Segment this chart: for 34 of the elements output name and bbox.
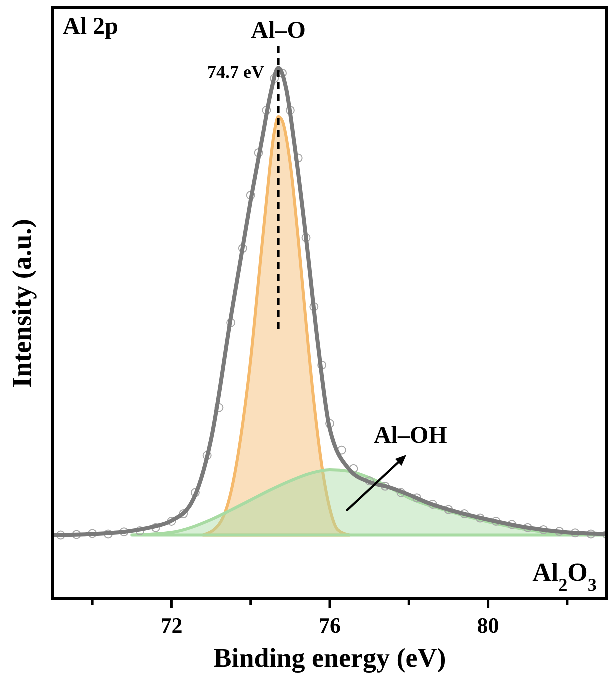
point: [136, 526, 145, 536]
x-tick-label: 72: [160, 613, 183, 638]
point: [523, 523, 532, 532]
y-axis-title: Intensity (a.u.): [7, 219, 37, 388]
point: [310, 302, 319, 312]
point: [476, 514, 485, 523]
point: [380, 482, 390, 491]
point: [238, 244, 248, 254]
point: [412, 494, 422, 503]
point: [151, 523, 160, 532]
point: [365, 476, 374, 486]
ref-line-label: 74.7 eV: [208, 62, 265, 82]
x-tick-label: 80: [477, 613, 500, 638]
point: [492, 516, 501, 526]
point: [167, 516, 176, 526]
point: [202, 451, 212, 460]
point: [120, 528, 129, 537]
x-axis-title: Binding energy (eV): [214, 643, 446, 673]
point: [179, 510, 188, 519]
point: [539, 525, 548, 534]
point: [254, 148, 264, 158]
text: Al 2p: [63, 14, 118, 40]
point: [508, 520, 517, 530]
annotation: Al$_{2}$O$_{3}$: [532, 558, 597, 595]
point: [302, 233, 311, 242]
point: [318, 360, 327, 370]
x-tick-label: 76: [319, 613, 341, 638]
point: [294, 154, 303, 163]
text: Al–O: [251, 18, 306, 44]
point: [190, 488, 200, 498]
annotation: Al–OH: [374, 423, 448, 449]
point: [226, 318, 236, 328]
point: [326, 419, 334, 428]
point: [444, 505, 454, 514]
